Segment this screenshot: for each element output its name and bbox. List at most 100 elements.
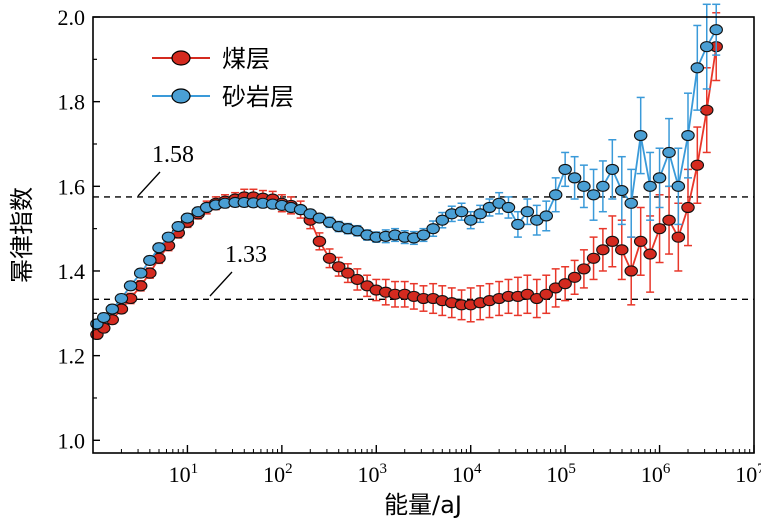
legend: 煤层 砂岩层 — [152, 45, 294, 111]
legend-marker-sandstone — [171, 88, 191, 104]
data-point-1-35 — [416, 229, 431, 241]
data-point-1-45 — [511, 218, 525, 230]
annotation-layer: 1.58 1.33 — [137, 142, 267, 297]
data-point-0-52 — [577, 263, 591, 275]
x-tick-label-1: 102 — [263, 461, 293, 487]
y-tick-label-5: 2.0 — [58, 5, 86, 30]
data-point-1-46 — [520, 206, 535, 218]
data-point-0-27 — [341, 267, 355, 279]
x-tick-exp-1: 2 — [285, 461, 293, 477]
y-tick-label-2: 1.4 — [58, 259, 86, 284]
data-point-0-51 — [567, 271, 582, 283]
data-point-1-2 — [105, 303, 120, 315]
data-point-1-65 — [700, 41, 714, 53]
x-tick-exp-0: 1 — [191, 461, 199, 477]
data-point-1-66 — [709, 24, 723, 36]
x-tick-base-6: 10 — [735, 462, 757, 487]
data-point-1-64 — [690, 62, 705, 74]
data-point-0-62 — [671, 231, 686, 243]
data-point-0-28 — [350, 273, 365, 285]
x-tick-base-2: 10 — [358, 462, 380, 487]
x-tick-exp-4: 5 — [568, 461, 576, 477]
data-point-0-24 — [312, 235, 327, 247]
annotation-label-1: 1.33 — [225, 242, 267, 268]
data-point-1-1 — [97, 311, 111, 324]
data-point-1-39 — [454, 206, 469, 218]
data-point-1-51 — [567, 172, 582, 184]
data-point-0-55 — [605, 235, 620, 247]
y-axis-title: 幂律指数 — [8, 187, 36, 283]
x-tick-base-3: 10 — [452, 462, 474, 487]
data-point-1-53 — [586, 189, 601, 201]
data-point-1-41 — [473, 208, 487, 220]
data-point-0-65 — [700, 104, 714, 116]
data-point-1-50 — [558, 163, 572, 175]
y-tick-label-4: 1.8 — [58, 90, 86, 115]
data-point-0-50 — [558, 278, 572, 290]
data-point-0-57 — [624, 265, 638, 277]
y-tick-label-1: 1.2 — [58, 344, 86, 369]
x-tick-label-4: 105 — [546, 461, 576, 487]
x-tick-exp-6: 7 — [757, 461, 761, 477]
data-point-1-36 — [426, 223, 440, 235]
data-point-1-3 — [114, 292, 129, 305]
data-point-1-37 — [435, 214, 450, 226]
data-point-0-54 — [596, 244, 610, 256]
data-point-1-57 — [624, 197, 638, 209]
data-point-0-64 — [690, 159, 705, 171]
data-point-1-61 — [662, 146, 676, 159]
x-tick-label-3: 104 — [452, 461, 482, 487]
x-tick-label-5: 106 — [641, 461, 671, 487]
x-tick-base-1: 10 — [263, 462, 285, 487]
data-point-1-54 — [596, 180, 610, 192]
legend-marker-coal — [171, 50, 191, 66]
data-point-0-26 — [331, 261, 346, 273]
data-point-1-10 — [180, 212, 195, 224]
x-tick-exp-2: 3 — [380, 461, 388, 477]
data-point-1-52 — [577, 180, 591, 192]
x-tick-exp-5: 6 — [663, 461, 671, 477]
legend-label-sandstone: 砂岩层 — [222, 83, 294, 111]
data-point-1-8 — [161, 231, 176, 243]
x-tick-exp-3: 4 — [474, 461, 482, 477]
y-tick-label-0: 1.0 — [58, 428, 86, 453]
annotation-leader-0 — [137, 171, 161, 197]
x-tick-base-5: 10 — [641, 462, 663, 487]
legend-label-coal: 煤层 — [222, 45, 270, 73]
annotation-leader-1 — [209, 271, 233, 297]
x-tick-label-6: 107 — [735, 461, 761, 487]
data-point-0-61 — [662, 214, 676, 226]
data-point-0-60 — [652, 223, 667, 235]
data-point-0-59 — [643, 248, 657, 260]
data-point-1-59 — [643, 180, 657, 192]
data-point-1-49 — [548, 189, 563, 201]
data-point-1-4 — [123, 280, 138, 292]
series-layer — [90, 3, 723, 341]
data-point-1-5 — [133, 267, 148, 279]
plot-frame — [92, 16, 755, 454]
data-point-1-60 — [652, 172, 667, 184]
data-point-1-40 — [463, 214, 478, 226]
data-point-1-62 — [671, 180, 686, 192]
data-point-1-6 — [143, 254, 157, 266]
data-point-1-44 — [501, 201, 516, 214]
x-tick-label-2: 103 — [358, 461, 388, 487]
data-point-1-7 — [152, 242, 166, 254]
series-1 — [90, 3, 723, 330]
data-point-0-63 — [681, 201, 695, 214]
data-point-1-56 — [615, 185, 629, 197]
x-tick-base-0: 10 — [169, 462, 191, 487]
x-axis-title: 能量/aJ — [384, 491, 462, 519]
data-point-0-48 — [539, 288, 554, 300]
annotation-label-0: 1.58 — [152, 142, 194, 168]
data-point-1-55 — [605, 163, 620, 175]
data-point-0-25 — [322, 252, 337, 264]
y-tick-label-3: 1.6 — [58, 174, 86, 199]
data-point-1-9 — [171, 220, 186, 233]
data-point-1-63 — [681, 129, 695, 142]
x-tick-label-0: 101 — [169, 461, 199, 487]
data-point-1-48 — [539, 210, 554, 222]
data-point-0-58 — [633, 235, 648, 247]
